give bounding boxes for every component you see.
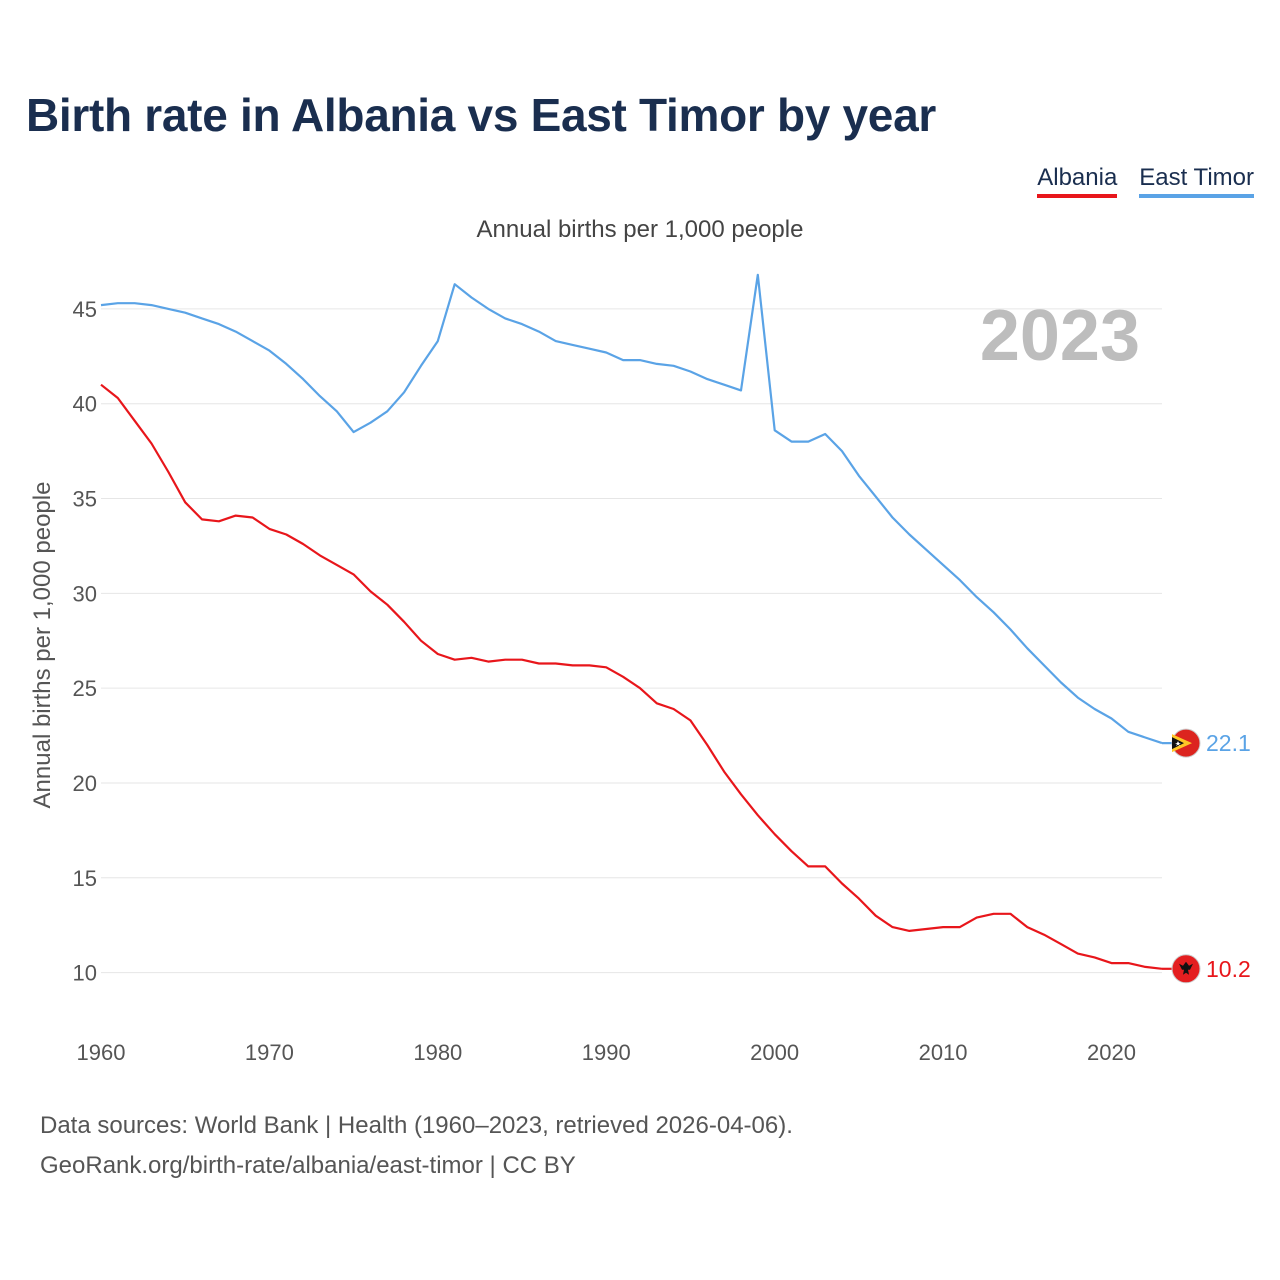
source-line-1: Data sources: World Bank | Health (1960–… (40, 1112, 793, 1139)
y-tick-label: 45 (73, 297, 97, 322)
source-line-2[interactable]: GeoRank.org/birth-rate/albania/east-timo… (40, 1152, 576, 1179)
x-tick-label: 1980 (413, 1040, 462, 1065)
x-tick-label: 1960 (77, 1040, 126, 1065)
year-label: 2023 (980, 296, 1140, 376)
legend: Albania East Timor (1037, 164, 1254, 198)
end-value-label-albania: 10.2 (1206, 956, 1251, 982)
y-tick-label: 40 (73, 392, 97, 417)
x-tick-label: 2010 (919, 1040, 968, 1065)
series-line-albania[interactable] (100, 383, 1163, 970)
legend-east-timor[interactable]: East Timor (1139, 164, 1254, 198)
y-tick-label: 15 (73, 866, 97, 891)
flag-icon-albania (1171, 954, 1201, 984)
x-tick-label: 1990 (582, 1040, 631, 1065)
y-axis-ticks: 10 15 20 25 30 35 40 45 (73, 297, 97, 986)
source-note: Data sources: World Bank | Health (1960–… (40, 1106, 793, 1186)
series-lines (100, 273, 1163, 970)
x-tick-label: 2020 (1087, 1040, 1136, 1065)
y-tick-label: 25 (73, 676, 97, 701)
y-tick-label: 10 (73, 961, 97, 986)
chart-title: Birth rate in Albania vs East Timor by y… (26, 89, 936, 141)
x-axis-ticks: 1960 1970 1980 1990 2000 2010 2020 (77, 1040, 1136, 1065)
flag-icon-east-timor (1171, 728, 1201, 758)
y-tick-label: 20 (73, 771, 97, 796)
y-tick-label: 30 (73, 581, 97, 606)
line-chart: 10 15 20 25 30 35 40 45 1960 1970 1980 1990 2000 201… (29, 273, 1251, 1065)
legend-albania[interactable]: Albania (1037, 164, 1118, 198)
x-tick-label: 1970 (245, 1040, 294, 1065)
y-axis-label: Annual births per 1,000 people (29, 482, 56, 809)
end-markers: 10.2 22.1 (1162, 728, 1251, 984)
series-line-east-timor[interactable] (100, 273, 1163, 745)
y-tick-label: 35 (73, 487, 97, 512)
gridlines (101, 308, 1162, 974)
end-value-label-east-timor: 22.1 (1206, 730, 1251, 756)
x-tick-label: 2000 (750, 1040, 799, 1065)
chart-subtitle: Annual births per 1,000 people (476, 216, 804, 243)
